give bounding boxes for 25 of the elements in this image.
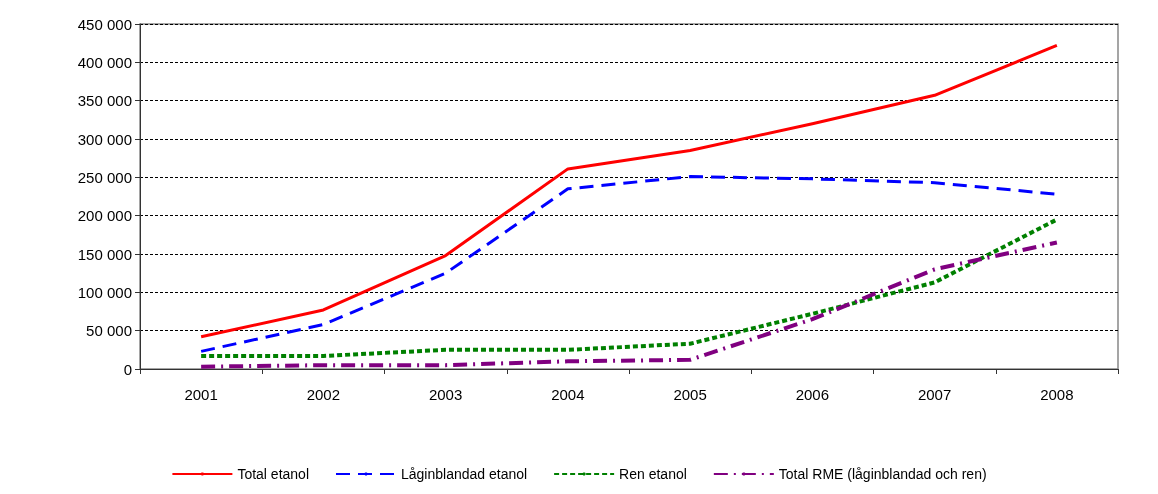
legend-label: Total RME (låginblandad och ren): [778, 466, 987, 482]
y-tick-label: 100 000: [77, 283, 132, 301]
y-tick-label: 300 000: [77, 130, 132, 148]
line-series: [199, 217, 1059, 358]
x-tick-label: 2005: [673, 386, 707, 403]
x-tick-label: 2007: [917, 386, 952, 403]
x-tick-label: 2006: [795, 386, 830, 403]
legend-label: Ren etanol: [619, 466, 687, 482]
y-tick-label: 0: [123, 360, 132, 378]
y-tick-label: 400 000: [77, 53, 132, 71]
line-series: [199, 240, 1059, 369]
x-tick-label: 2001: [184, 386, 218, 403]
x-tick-label: 2004: [551, 386, 585, 403]
legend-label: Total etanol: [237, 466, 309, 482]
x-tick-label: 2002: [306, 386, 341, 403]
y-tick-label: 50 000: [86, 322, 132, 340]
line-series: [199, 43, 1059, 339]
y-tick-label: 250 000: [77, 168, 132, 186]
legend-label: Låginblandad etanol: [401, 466, 528, 482]
y-tick-label: 350 000: [77, 92, 132, 110]
y-tick-label: 150 000: [77, 245, 132, 263]
x-tick-label: 2008: [1040, 386, 1074, 403]
x-tick-label: 2003: [428, 386, 463, 403]
y-tick-label: 450 000: [77, 15, 132, 33]
y-tick-label: 200 000: [77, 207, 132, 225]
